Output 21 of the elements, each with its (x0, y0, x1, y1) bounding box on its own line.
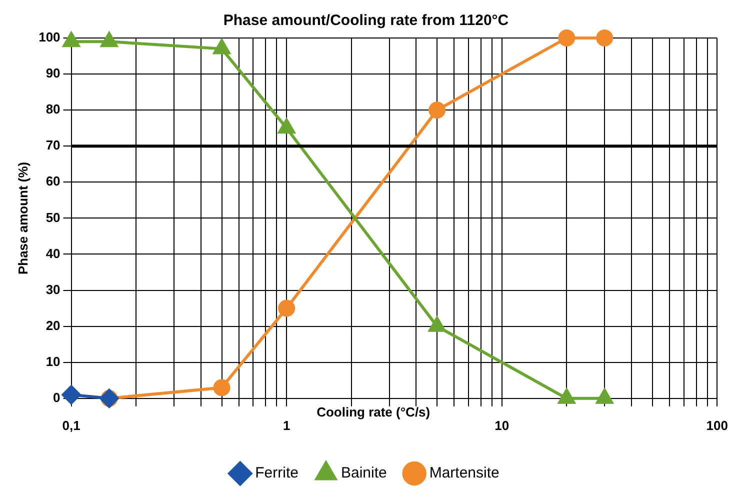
y-tick-label: 70 (46, 138, 60, 153)
y-tick-label: 20 (46, 318, 60, 333)
x-tick-label: 0,1 (62, 418, 80, 433)
x-tick-label: 100 (706, 418, 728, 433)
legend-label: Bainite (340, 464, 387, 482)
legend-label: Ferrite (255, 464, 298, 482)
y-tick-label: 30 (46, 282, 60, 297)
y-tick-label: 10 (46, 354, 60, 369)
y-tick-label: 90 (46, 66, 60, 81)
y-tick-label: 100 (38, 30, 60, 45)
y-tick-label: 50 (46, 210, 60, 225)
x-axis-title: Cooling rate (°C/s) (316, 404, 430, 420)
x-tick-label: 1 (282, 418, 290, 433)
y-tick-label: 80 (46, 102, 60, 117)
x-tick-label: 10 (494, 418, 510, 433)
legend-label: Martensite (429, 464, 500, 482)
y-axis-title: Phase amount (%) (15, 162, 30, 275)
y-tick-label: 40 (46, 246, 60, 261)
y-tick-label: 60 (46, 174, 60, 189)
chart-title: Phase amount/Cooling rate from 1120°C (223, 12, 509, 30)
y-tick-label: 0 (53, 390, 60, 405)
